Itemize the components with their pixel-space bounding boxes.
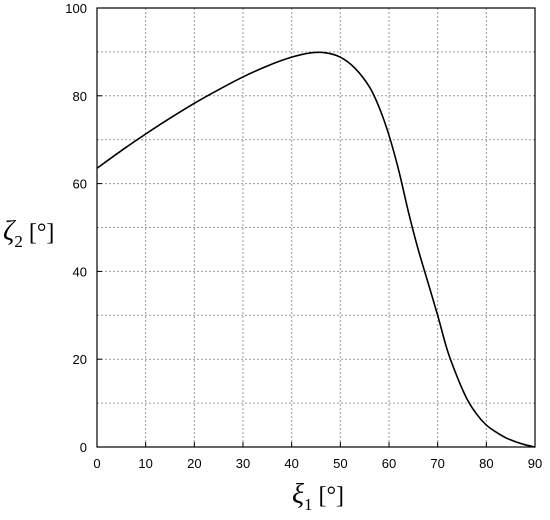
x-tick-label: 0 [93,456,100,471]
x-tick-label: 80 [479,456,493,471]
series-line [96,51,536,448]
x-axis-unit: [°] [318,483,344,509]
grid [97,8,535,447]
x-tick-label: 30 [236,456,250,471]
y-axis-unit: [°] [29,220,55,246]
x-tick-label: 40 [284,456,298,471]
x-tick-label: 20 [187,456,201,471]
y-tick-label: 60 [73,177,87,192]
x-tick-label: 60 [382,456,396,471]
tick-labels: 0 10 20 30 40 50 60 70 80 90 0 20 40 60 80 100 [65,1,542,471]
x-tick-label: 50 [333,456,347,471]
x-axis-label: ξ1 [°] [292,479,344,514]
y-tick-label: 40 [73,264,87,279]
y-tick-label: 80 [73,89,87,104]
y-axis-subscript: 2 [14,232,23,251]
axes [96,7,536,448]
y-axis-symbol: ζ [3,216,16,247]
x-tick-label: 70 [430,456,444,471]
y-axis-label: ζ2 [°] [3,216,54,251]
x-tick-label: 10 [138,456,152,471]
x-axis-subscript: 1 [304,495,313,514]
series-layer [96,51,536,448]
y-tick-label: 100 [65,1,87,16]
x-tick-label: 90 [528,456,542,471]
x-axis-symbol: ξ [292,479,304,510]
y-tick-label: 0 [80,440,87,455]
y-tick-label: 20 [73,352,87,367]
plot-frame [96,7,536,448]
